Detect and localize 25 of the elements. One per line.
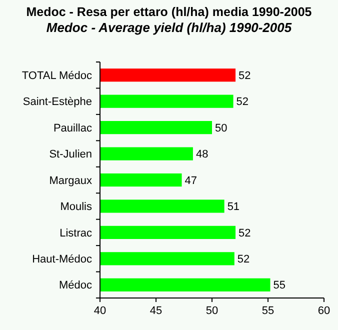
y-tick-label: Haut-Médoc [32,254,92,266]
y-tick-label: Pauillac [53,122,92,134]
y-tick-label: Listrac [60,227,92,240]
data-label: 52 [237,254,250,266]
data-label: 48 [196,148,208,161]
y-tick-label: Médoc [58,280,92,292]
x-tick-label: 45 [150,305,162,317]
data-label: 52 [238,70,251,82]
y-tick-label: Saint-Estèphe [22,96,92,108]
chart-title: Medoc - Resa per ettaro (hl/ha) media 1990-2005 [26,5,312,19]
x-tick-label: 50 [206,305,218,317]
y-tick-label: Margaux [49,174,92,187]
data-label: 47 [184,174,198,187]
y-tick-label: Moulis [60,201,92,214]
x-tick-label: 55 [262,305,274,317]
y-tick-label: TOTAL Médoc [22,70,92,82]
data-label: 51 [227,201,240,214]
data-label: 50 [215,122,228,134]
y-tick-label: St-Julien [49,148,92,161]
chart-subtitle: Medoc - Average yield (hl/ha) 1990-2005 [46,20,292,35]
data-label: 52 [236,96,249,108]
data-label: 52 [238,227,251,240]
data-label: 55 [273,280,286,292]
x-tick-label: 40 [94,305,106,317]
x-tick-label: 60 [318,305,330,317]
